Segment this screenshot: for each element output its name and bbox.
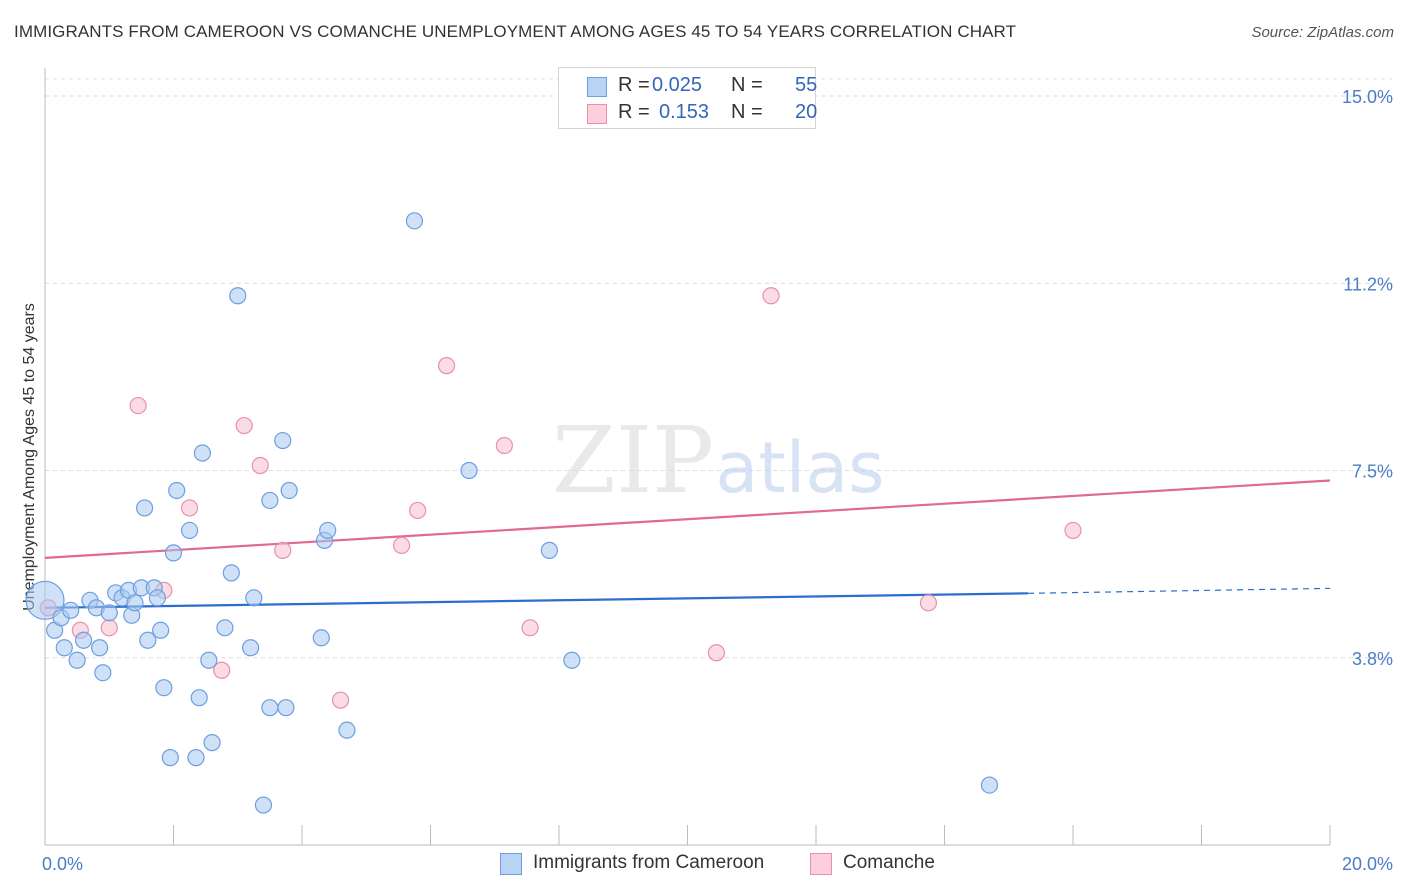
point-cameroon xyxy=(280,481,298,500)
watermark-zip: ZIP xyxy=(552,407,714,514)
legend-n-label: N = xyxy=(731,101,763,123)
legend-n-value: 55 xyxy=(795,74,818,96)
point-cameroon xyxy=(126,594,144,612)
point-comanche xyxy=(213,661,231,679)
point-comanche xyxy=(409,501,427,520)
grid-lines xyxy=(45,78,1392,659)
trend-line-extension xyxy=(1028,587,1331,594)
legend-r-value: 0.025 xyxy=(652,74,703,96)
y-tick-label: 11.2% xyxy=(1343,274,1393,294)
point-cameroon xyxy=(460,461,478,480)
point-cameroon xyxy=(540,541,558,559)
point-cameroon xyxy=(148,589,167,607)
point-cameroon xyxy=(229,287,247,305)
point-comanche xyxy=(762,287,780,305)
point-cameroon xyxy=(94,664,112,682)
point-comanche xyxy=(392,536,411,555)
point-cameroon xyxy=(152,621,170,639)
legend-n-value: 20 xyxy=(795,101,818,123)
x-tick-label: 0.0% xyxy=(42,854,83,874)
y-tick-label: 3.8% xyxy=(1352,649,1393,669)
point-comanche xyxy=(919,594,938,612)
point-cameroon xyxy=(25,580,65,620)
legend-swatch-cameroon xyxy=(500,853,522,875)
point-comanche xyxy=(521,619,539,637)
point-cameroon xyxy=(222,564,240,582)
legend-label-cameroon: Immigrants from Cameroon xyxy=(533,852,765,873)
point-cameroon xyxy=(68,651,86,669)
source-credit: Source: ZipAtlas.com xyxy=(1251,24,1394,41)
axes xyxy=(44,68,1331,846)
point-cameroon xyxy=(216,619,234,637)
point-cameroon xyxy=(203,734,221,752)
point-cameroon xyxy=(190,689,208,707)
point-cameroon xyxy=(277,699,295,717)
legend-r-label: R = xyxy=(618,74,650,96)
point-cameroon xyxy=(312,629,330,647)
tick-labels: 15.0% 11.2% 7.5% 3.8% 0.0% 20.0% xyxy=(42,87,1393,874)
point-cameroon xyxy=(74,631,93,649)
point-comanche xyxy=(707,644,726,662)
point-cameroon xyxy=(180,521,199,540)
legend-n-label: N = xyxy=(731,74,763,96)
x-tick-label: 20.0% xyxy=(1342,854,1393,874)
point-cameroon xyxy=(139,631,157,649)
watermark: ZIP atlas xyxy=(552,407,885,514)
chart-title: IMMIGRANTS FROM CAMEROON VS COMANCHE UNE… xyxy=(14,22,1017,41)
point-comanche xyxy=(274,541,292,559)
trend-line xyxy=(44,479,1331,559)
point-cameroon xyxy=(319,521,337,540)
point-comanche xyxy=(495,436,513,455)
point-cameroon xyxy=(245,589,263,607)
legend-swatch-cameroon xyxy=(587,77,607,97)
legend-r-value: 0.153 xyxy=(659,101,710,123)
point-comanche xyxy=(251,456,269,475)
data-points xyxy=(25,212,1082,814)
point-comanche xyxy=(1064,521,1082,540)
point-cameroon xyxy=(55,639,73,657)
legend-swatch-comanche xyxy=(587,104,607,124)
point-cameroon xyxy=(405,212,424,230)
point-cameroon xyxy=(100,604,118,622)
point-cameroon xyxy=(980,776,999,794)
point-cameroon xyxy=(161,749,179,767)
point-cameroon xyxy=(135,499,154,517)
trend-lines xyxy=(44,479,1331,609)
point-cameroon xyxy=(338,721,356,739)
legend-swatch-comanche xyxy=(810,853,832,875)
point-cameroon xyxy=(242,639,260,657)
y-tick-label: 7.5% xyxy=(1352,462,1393,482)
y-tick-label: 15.0% xyxy=(1342,87,1393,107)
watermark-atlas: atlas xyxy=(715,427,884,509)
point-comanche xyxy=(129,396,147,415)
correlation-legend: R = 0.025 N = 55 R = 0.153 N = 20 xyxy=(558,67,818,129)
point-cameroon xyxy=(164,544,183,562)
point-cameroon xyxy=(155,679,173,697)
point-cameroon xyxy=(563,651,581,669)
point-cameroon xyxy=(62,601,80,619)
trend-line xyxy=(44,592,1029,609)
point-cameroon xyxy=(187,749,205,767)
point-cameroon xyxy=(274,431,292,450)
point-comanche xyxy=(100,619,118,637)
legend-r-label: R = xyxy=(618,101,650,123)
point-comanche xyxy=(331,691,350,709)
point-cameroon xyxy=(168,481,186,500)
point-cameroon xyxy=(193,444,212,462)
point-comanche xyxy=(180,499,199,517)
point-comanche xyxy=(437,357,456,375)
point-cameroon xyxy=(200,651,218,669)
point-cameroon xyxy=(254,796,273,814)
point-cameroon xyxy=(91,639,109,657)
point-cameroon xyxy=(261,491,279,510)
legend-label-comanche: Comanche xyxy=(843,852,935,873)
point-cameroon xyxy=(261,699,279,717)
point-comanche xyxy=(235,416,253,435)
